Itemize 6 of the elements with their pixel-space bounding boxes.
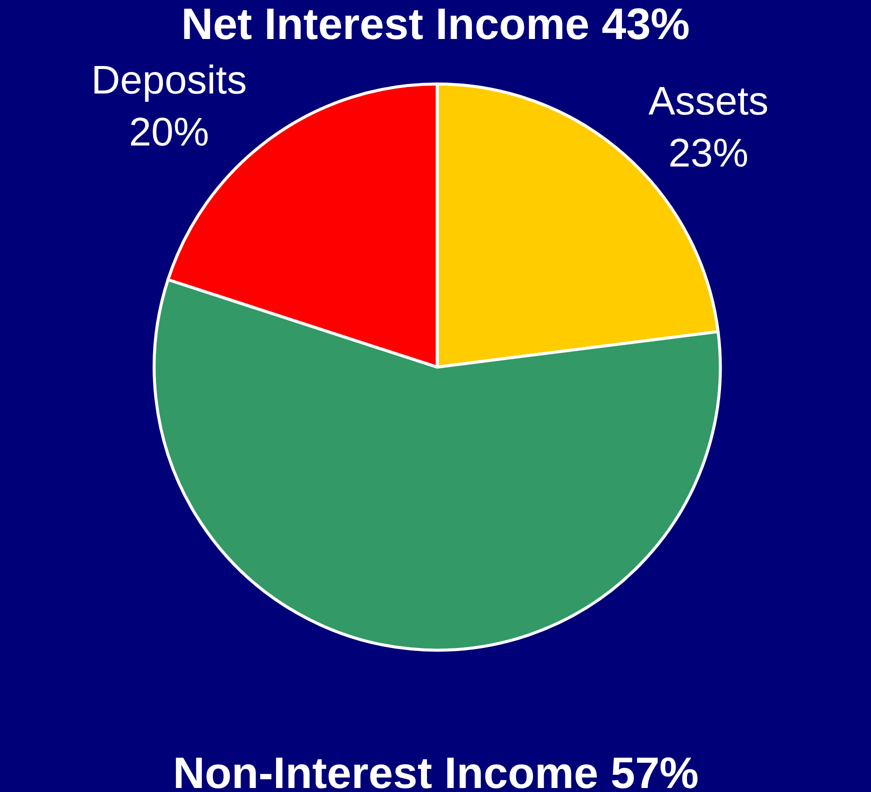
data-label: 23%	[668, 132, 748, 176]
slice-label: Deposits	[91, 58, 247, 103]
chart-title: Net Interest Income 43%	[181, 0, 690, 49]
data-label: 20%	[129, 110, 210, 155]
slice-label: Assets	[648, 80, 768, 124]
slice-label: Non-Interest Income 57%	[173, 749, 699, 792]
